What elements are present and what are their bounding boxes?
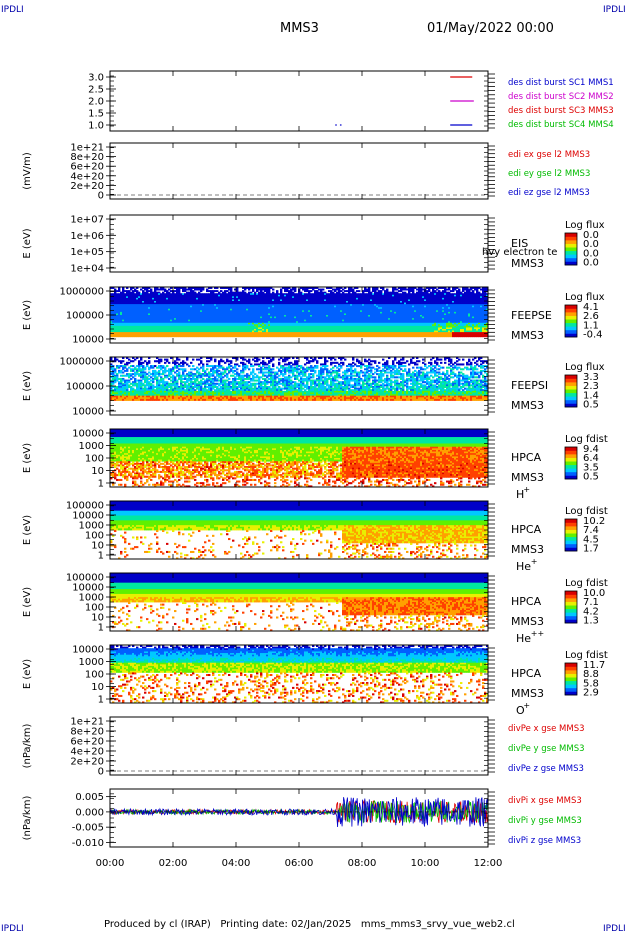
legend-entry: des dist burst SC2 MMS2 — [508, 92, 614, 102]
y-tick-label: 1e+06 — [70, 231, 104, 242]
corner-mark-bottom-left: IPDLI — [1, 924, 24, 934]
legend-entry: edi ex gse l2 MMS3 — [508, 150, 590, 160]
panel-frame — [110, 71, 488, 131]
y-tick-label: 2.0 — [88, 97, 104, 108]
panel-frame — [110, 215, 488, 272]
colorbar-swatch — [565, 258, 577, 262]
colorbar-value: 0.0 — [583, 258, 599, 269]
legend-entry: des dist burst SC3 MMS3 — [508, 106, 614, 116]
legend-entry: edi ey gse l2 MMS3 — [508, 169, 590, 179]
y-tick-label: 1e+04 — [70, 264, 104, 275]
panel-frame — [110, 143, 488, 199]
colorbar-swatch — [565, 251, 577, 255]
y-tick-label: 1.0 — [88, 121, 104, 132]
heatmap-cell — [294, 290, 296, 292]
y-axis-label: (mV/m) — [22, 152, 33, 190]
panel-burst: 3.02.52.01.51.0 des dist burst SC1 MMS1 de… — [88, 71, 614, 132]
legend-entry: edi ez gse l2 MMS3 — [508, 188, 590, 198]
y-tick-label: 1.5 — [88, 109, 104, 120]
heatmap-cell — [358, 290, 360, 292]
colorbar-swatch — [565, 254, 577, 258]
heatmap-cell — [322, 289, 324, 291]
legend-entry: des dist burst SC1 MMS1 — [508, 78, 614, 88]
y-tick-label: 3.0 — [88, 73, 104, 84]
y-axis-label: E (eV) — [22, 228, 33, 258]
product-label: hvy electron te — [482, 247, 557, 258]
heatmap-cell — [202, 289, 204, 291]
colorbar-swatch — [565, 240, 577, 244]
colorbar-swatch — [565, 247, 577, 251]
y-tick-label: 1e+07 — [70, 215, 104, 226]
legend-entry: des dist burst SC4 MMS4 — [508, 120, 614, 130]
corner-mark-bottom-right: IPDLI — [603, 924, 626, 934]
spacecraft-label: MMS3 — [511, 257, 544, 270]
y-tick-label: 2.5 — [88, 85, 104, 96]
y-tick-label: 0 — [98, 191, 104, 202]
colorbar-swatch — [565, 233, 577, 237]
stacked-panels-plot: 3.02.52.01.51.0 des dist burst SC1 MMS1 de… — [0, 0, 630, 915]
colorbar-swatch — [565, 237, 577, 241]
y-tick-label: 1e+05 — [70, 247, 104, 258]
colorbar-swatch — [565, 244, 577, 248]
heatmap-cell — [272, 289, 274, 291]
